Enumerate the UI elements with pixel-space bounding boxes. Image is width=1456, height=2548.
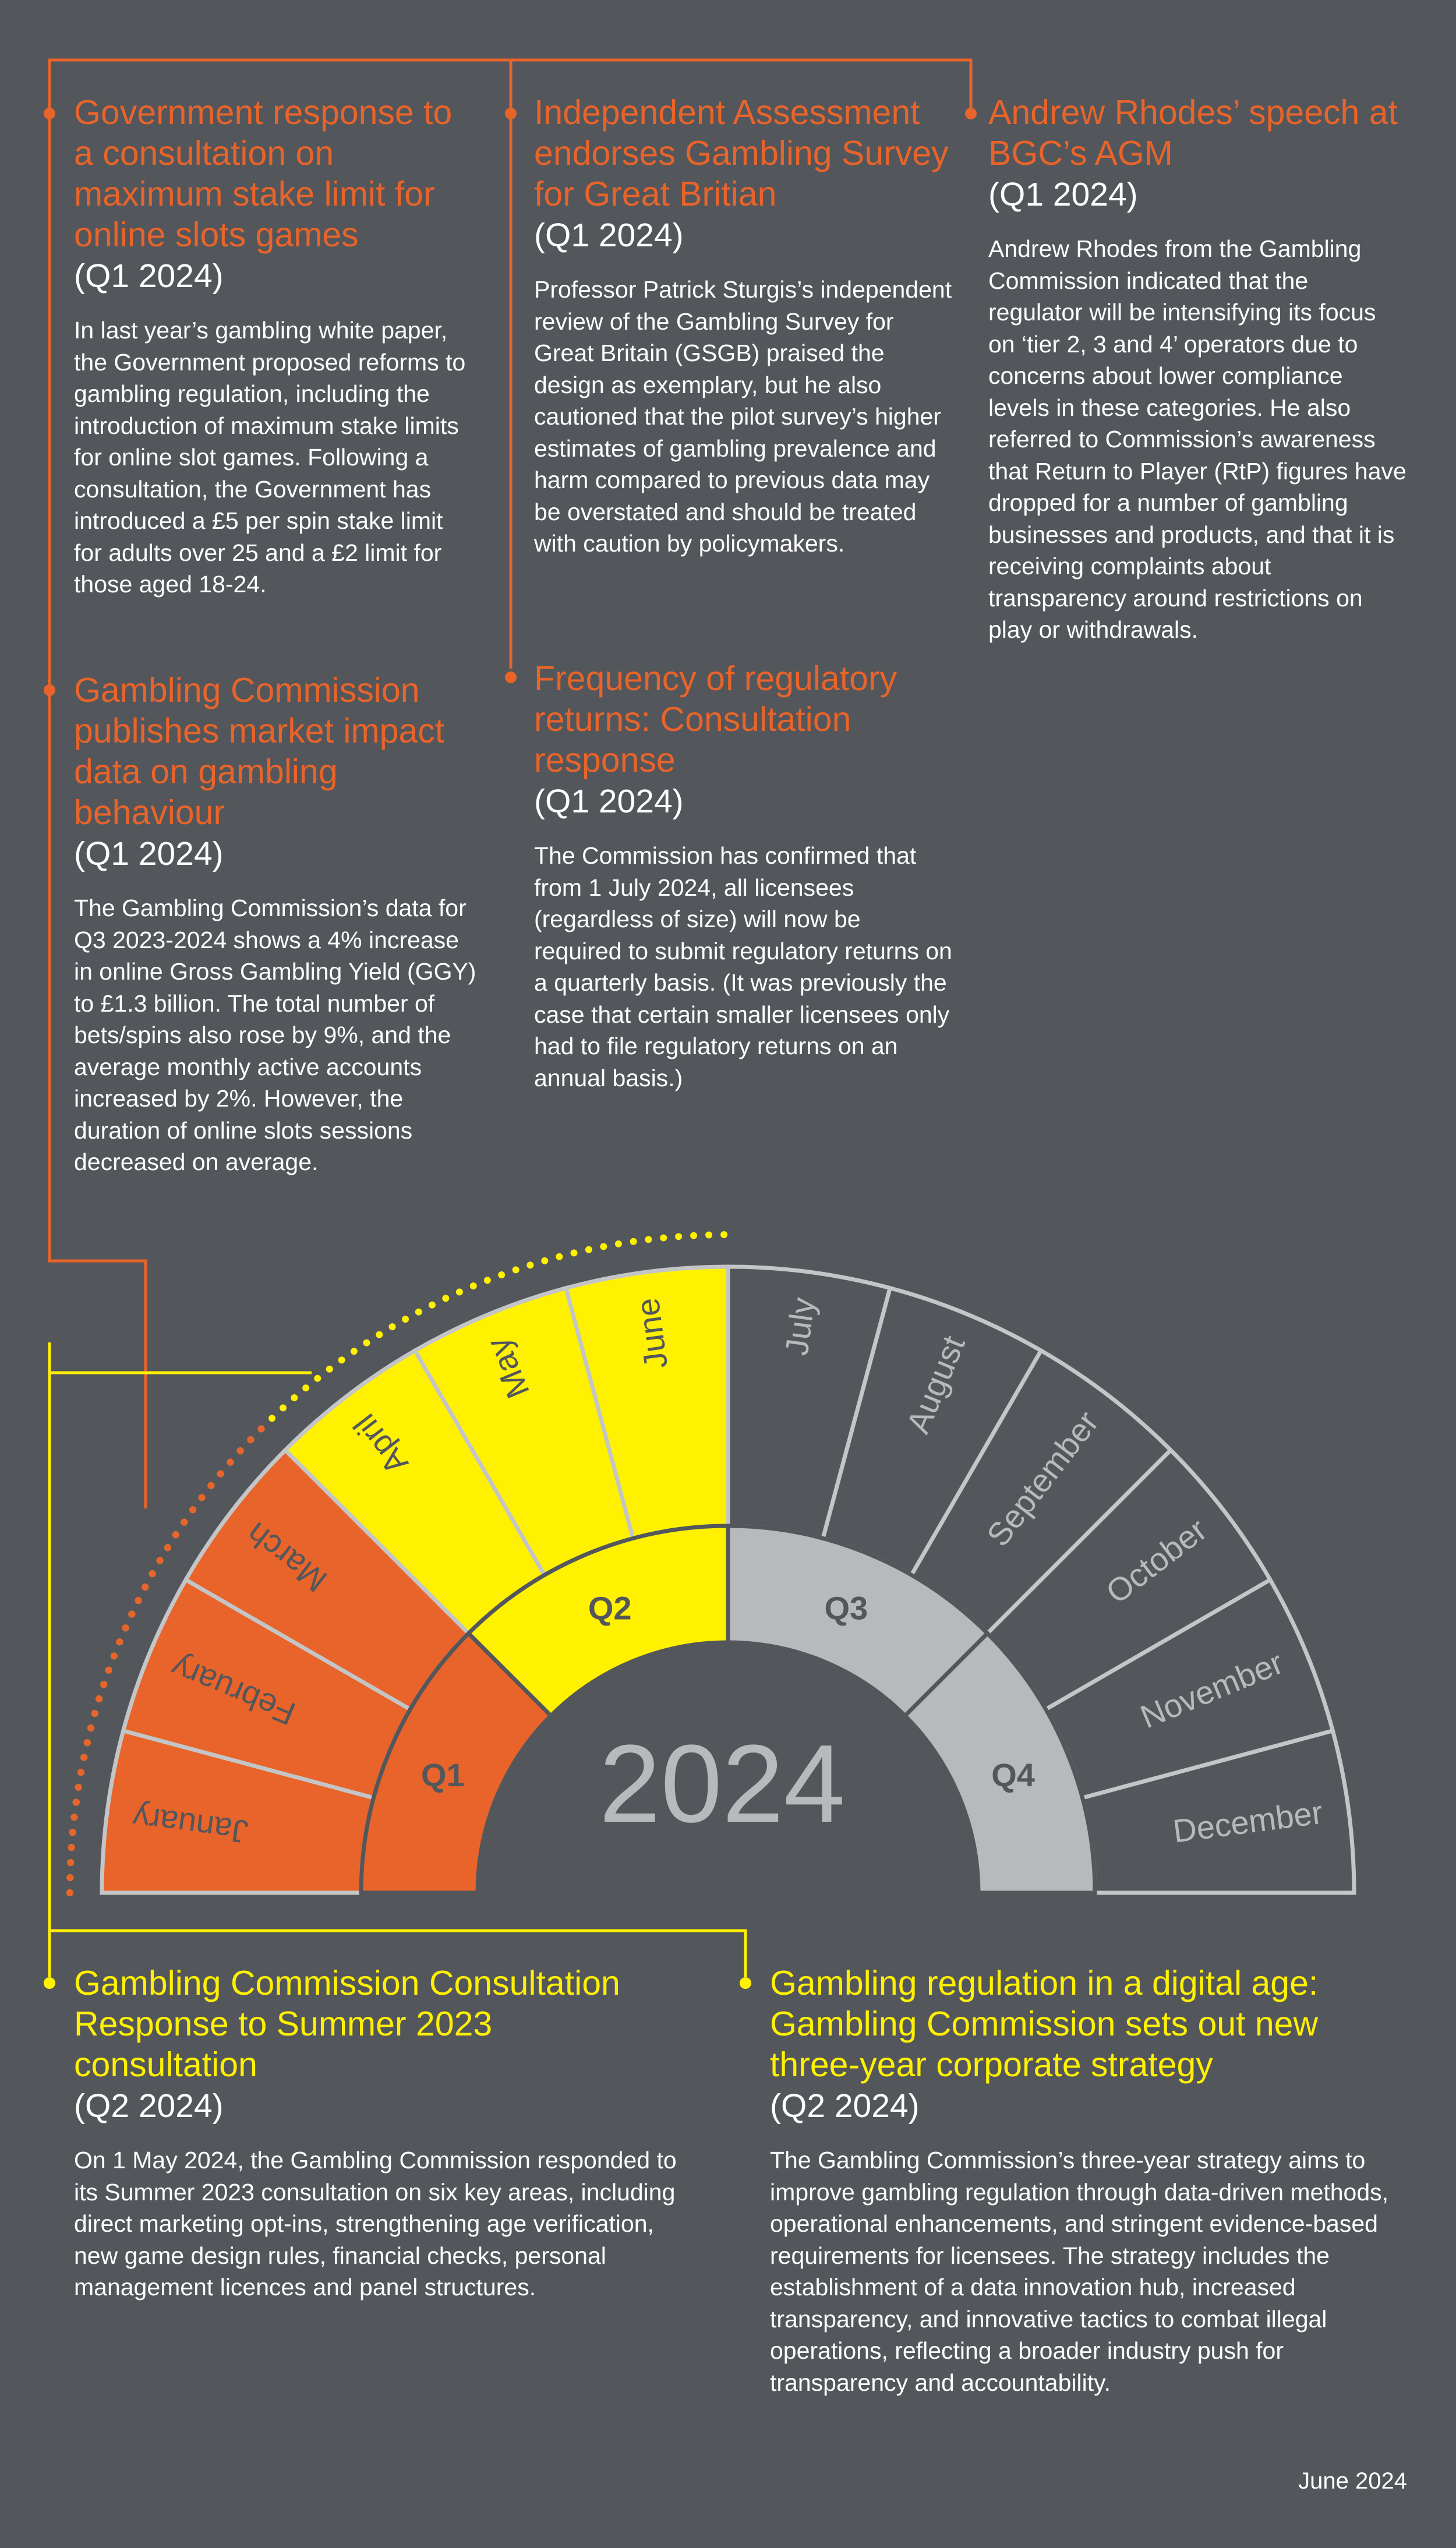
news-item-body: On 1 May 2024, the Gambling Commission r… — [74, 2147, 677, 2300]
bullet-dot — [505, 672, 517, 683]
news-item-title: Government response to a consultation on… — [74, 93, 453, 254]
news-item-quarter: (Q1 2024) — [534, 217, 684, 254]
quarter-label: Q4 — [991, 1757, 1035, 1793]
news-item-quarter: (Q1 2024) — [988, 176, 1138, 213]
month-label: June — [629, 1296, 674, 1371]
news-item-title: Gambling regulation in a digital age: Ga… — [770, 1964, 1319, 2084]
quarter-label: Q3 — [824, 1589, 868, 1626]
news-item-summer-consultation: Gambling Commission Consultation Respons… — [74, 1963, 680, 2303]
news-item-quarter: (Q2 2024) — [770, 2087, 920, 2125]
news-item-stake-limit: Government response to a consultation on… — [74, 92, 476, 600]
month-label: July — [778, 1295, 822, 1358]
q1-connector-left — [48, 60, 147, 1508]
news-item-quarter: (Q2 2024) — [74, 2087, 224, 2125]
news-item-body: The Gambling Commission’s three-year str… — [770, 2147, 1389, 2396]
news-item-corporate-strategy: Gambling regulation in a digital age: Ga… — [770, 1963, 1399, 2398]
news-item-title: Gambling Commission Consultation Respons… — [74, 1964, 620, 2084]
quarter-label: Q1 — [421, 1757, 465, 1793]
news-item-title: Andrew Rhodes’ speech at BGC’s AGM — [988, 93, 1398, 172]
news-item-rhodes-speech: Andrew Rhodes’ speech at BGC’s AGM (Q1 2… — [988, 92, 1408, 646]
quarter-segment-q4 — [902, 1630, 1097, 1895]
news-item-body: The Commission has confirmed that from 1… — [534, 842, 952, 1091]
news-item-title: Gambling Commission publishes market imp… — [74, 671, 445, 832]
news-item-body: The Gambling Commission’s data for Q3 20… — [74, 895, 476, 1175]
quarter-label: Q2 — [588, 1589, 632, 1626]
news-item-quarter: (Q1 2024) — [534, 783, 684, 820]
news-item-body: Professor Patrick Sturgis’s independent … — [534, 276, 952, 557]
year-label: 2024 — [599, 1722, 846, 1846]
bullet-dot — [44, 108, 55, 119]
news-item-body: In last year’s gambling white paper, the… — [74, 317, 466, 598]
bullet-dot — [44, 684, 55, 696]
news-item-regulatory-returns: Frequency of regulatory returns: Consult… — [534, 658, 953, 1094]
news-item-gsgb-assessment: Independent Assessment endorses Gambling… — [534, 92, 953, 560]
bullet-dot — [44, 1977, 55, 1989]
footer-date: June 2024 — [1298, 2468, 1407, 2494]
q1-progress-dots — [66, 1423, 266, 1896]
news-item-quarter: (Q1 2024) — [74, 835, 224, 872]
bullet-dot — [505, 108, 517, 119]
news-item-title: Frequency of regulatory returns: Consult… — [534, 659, 897, 779]
news-item-body: Andrew Rhodes from the Gambling Commissi… — [988, 235, 1406, 643]
news-item-quarter: (Q1 2024) — [74, 257, 224, 295]
news-item-title: Independent Assessment endorses Gambling… — [534, 93, 949, 213]
bullet-dot — [965, 108, 977, 119]
bullet-dot — [740, 1977, 751, 1989]
news-item-market-impact: Gambling Commission publishes market imp… — [74, 670, 482, 1178]
